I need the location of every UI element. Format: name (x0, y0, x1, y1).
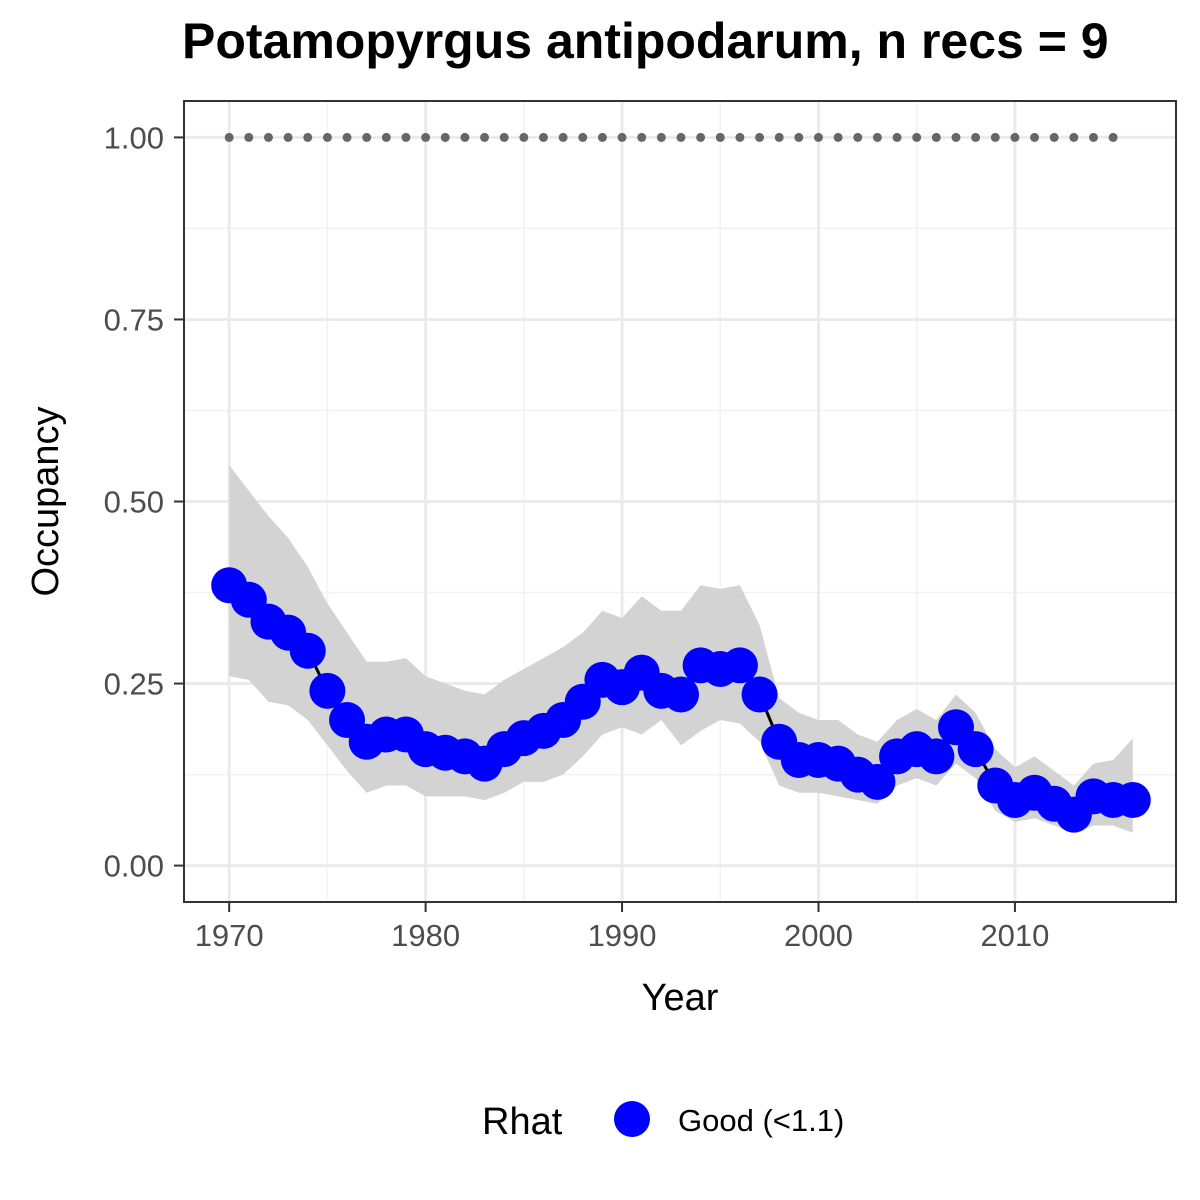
detection-point (519, 132, 529, 142)
occupancy-point (662, 676, 699, 713)
y-tick-label: 0.50 (104, 485, 164, 520)
x-tick-label: 2000 (784, 918, 853, 953)
detection-point (696, 132, 706, 142)
detection-point (931, 132, 941, 142)
detection-point (892, 132, 902, 142)
detection-point (813, 132, 823, 142)
y-axis-title: Occupancy (25, 406, 67, 596)
occupancy-point (289, 632, 326, 669)
detection-point (381, 132, 391, 142)
occupancy-point (859, 763, 896, 800)
detection-point (597, 132, 607, 142)
detection-point (362, 132, 372, 142)
y-tick-label: 0.00 (104, 849, 164, 884)
detection-point (263, 132, 273, 142)
legend-key-good (614, 1101, 650, 1137)
detection-point (715, 132, 725, 142)
detection-point (794, 132, 804, 142)
detection-point (322, 132, 332, 142)
detection-point (735, 132, 745, 142)
chart-title: Potamopyrgus antipodarum, n recs = 9 (182, 13, 1109, 69)
detection-point (421, 132, 431, 142)
detection-point (460, 132, 470, 142)
x-tick-label: 1990 (588, 918, 657, 953)
detection-point (558, 132, 568, 142)
legend-title: Rhat (482, 1101, 563, 1143)
occupancy-point (957, 731, 994, 768)
detection-point (1108, 132, 1118, 142)
detection-point (538, 132, 548, 142)
detection-point (224, 132, 234, 142)
detection-point (342, 132, 352, 142)
occupancy-point (721, 647, 758, 684)
detection-point (1088, 132, 1098, 142)
detection-point (283, 132, 293, 142)
detection-point (303, 132, 313, 142)
detection-point (1030, 132, 1040, 142)
detection-point (971, 132, 981, 142)
x-tick-label: 1980 (391, 918, 460, 953)
detection-point (774, 132, 784, 142)
detection-point (499, 132, 509, 142)
detection-point (1010, 132, 1020, 142)
detection-point (755, 132, 765, 142)
detection-point (480, 132, 490, 142)
x-axis-title: Year (642, 977, 719, 1019)
occupancy-point (918, 738, 955, 775)
detection-point (637, 132, 647, 142)
detection-point (872, 132, 882, 142)
detection-point (912, 132, 922, 142)
x-axis: 1970 1980 1990 2000 2010 (195, 902, 1049, 953)
legend-label-good: Good (<1.1) (678, 1103, 844, 1138)
occupancy-point (1114, 782, 1151, 819)
y-tick-label: 0.25 (104, 667, 164, 702)
legend: Rhat Good (<1.1) (482, 1101, 844, 1143)
y-tick-label: 0.75 (104, 302, 164, 337)
detection-point (676, 132, 686, 142)
occupancy-points-layer (211, 567, 1151, 833)
x-tick-label: 1970 (195, 918, 264, 953)
detection-point (990, 132, 1000, 142)
y-tick-label: 1.00 (104, 120, 164, 155)
detection-point (578, 132, 588, 142)
detection-point (244, 132, 254, 142)
detection-point (401, 132, 411, 142)
detection-point (1049, 132, 1059, 142)
detection-point (951, 132, 961, 142)
x-tick-label: 2010 (980, 918, 1049, 953)
detection-point (440, 132, 450, 142)
occupancy-point (309, 672, 346, 709)
detection-point (853, 132, 863, 142)
y-axis: 0.00 0.25 0.50 0.75 1.00 (104, 120, 184, 884)
detection-point (656, 132, 666, 142)
occupancy-point (741, 676, 778, 713)
detection-points-layer (224, 132, 1118, 142)
detection-point (833, 132, 843, 142)
detection-point (1069, 132, 1079, 142)
detection-point (617, 132, 627, 142)
